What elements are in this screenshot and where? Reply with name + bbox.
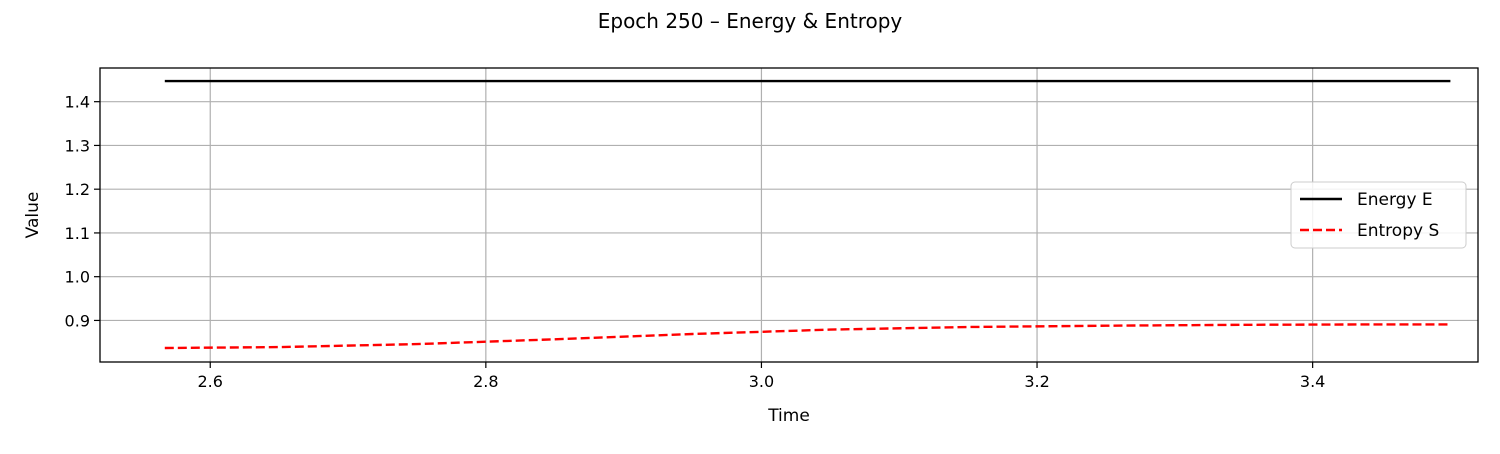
x-tick-label: 3.0: [749, 372, 774, 391]
y-tick-label: 1.0: [65, 268, 90, 287]
y-tick-label: 1.4: [65, 93, 90, 112]
y-tick-label: 1.3: [65, 136, 90, 155]
y-axis: 0.9 1.0 1.1 1.2 1.3 1.4: [65, 93, 100, 330]
y-axis-label: Value: [23, 192, 43, 239]
plot-lines: [164, 79, 1451, 350]
x-tick-label: 2.6: [198, 372, 223, 391]
series-line-entropy-s: [164, 323, 1451, 350]
grid: [100, 68, 1478, 362]
legend: Energy E Entropy S: [1290, 181, 1467, 249]
y-tick-label: 1.1: [65, 224, 90, 243]
legend-entropy-label: Entropy S: [1357, 221, 1439, 241]
plot-frame: [99, 67, 1479, 363]
chart-title: Epoch 250 – Energy & Entropy: [598, 9, 903, 33]
legend-energy-label: Energy E: [1357, 190, 1433, 210]
x-axis-label: Time: [767, 406, 810, 426]
x-tick-label: 3.2: [1024, 372, 1049, 391]
x-tick-label: 2.8: [473, 372, 498, 391]
x-axis: 2.6 2.8 3.0 3.2 3.4: [198, 362, 1325, 391]
y-tick-label: 0.9: [65, 311, 90, 330]
y-tick-label: 1.2: [65, 180, 90, 199]
x-tick-label: 3.4: [1300, 372, 1325, 391]
